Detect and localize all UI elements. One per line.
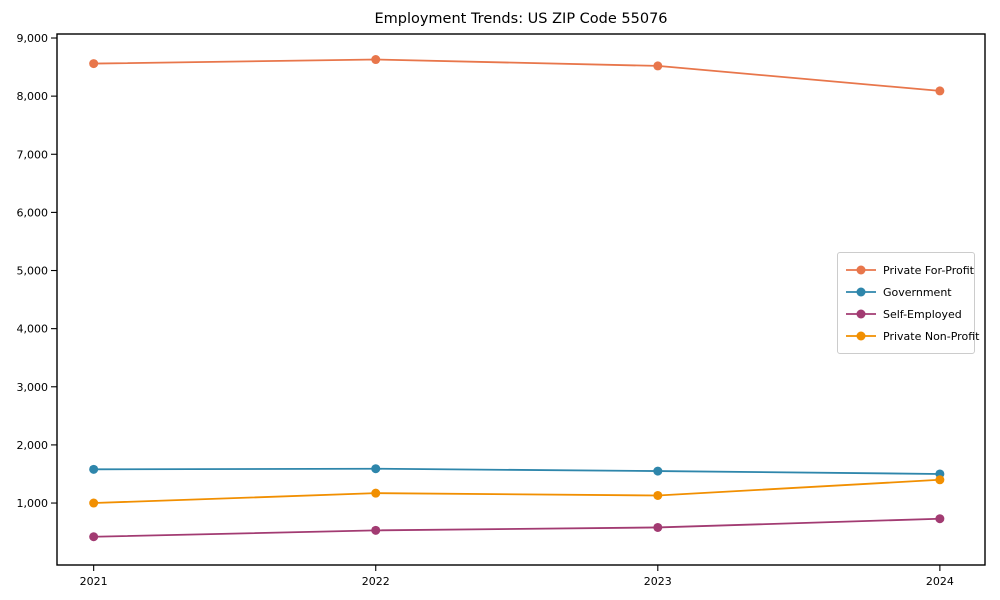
data-point-marker: [935, 86, 945, 96]
y-axis-tick-label: 4,000: [17, 323, 49, 336]
y-axis-tick-label: 9,000: [17, 32, 49, 45]
data-point-marker: [653, 61, 663, 71]
data-point-marker: [371, 488, 381, 498]
legend-marker-icon: [846, 331, 876, 341]
legend-label: Private Non-Profit: [883, 329, 980, 343]
x-axis-tick-label: 2021: [80, 575, 108, 588]
legend-row: Private For-Profit: [846, 259, 974, 281]
legend-label: Private For-Profit: [883, 263, 974, 277]
data-point-marker: [935, 514, 945, 524]
axis-frame: [56, 33, 986, 566]
data-point-marker: [371, 464, 381, 474]
data-point-marker: [371, 525, 381, 535]
legend-row: Self-Employed: [846, 303, 966, 325]
data-point-marker: [371, 55, 381, 65]
data-point-marker: [89, 498, 99, 508]
y-axis-tick-label: 5,000: [17, 265, 49, 278]
legend-marker-icon: [846, 309, 876, 319]
y-axis-tick-label: 7,000: [17, 148, 49, 161]
y-axis-tick-label: 8,000: [17, 90, 49, 103]
legend-box: Private For-Profit Government Self-Employe…: [837, 252, 979, 354]
data-point-marker: [89, 59, 99, 69]
x-axis-tick-label: 2023: [644, 575, 672, 588]
data-point-marker: [653, 522, 663, 532]
x-axis-tick-label: 2024: [926, 575, 954, 588]
series-line: [93, 467, 940, 475]
x-axis-tick-label: 2022: [362, 575, 390, 588]
y-axis-tick-label: 6,000: [17, 206, 49, 219]
data-point-marker: [653, 466, 663, 476]
chart-title: Employment Trends: US ZIP Code 55076: [374, 11, 668, 27]
data-point-marker: [935, 475, 945, 485]
y-axis-tick-label: 1,000: [17, 497, 49, 510]
series-line: [93, 58, 940, 92]
series-line: [93, 517, 940, 538]
data-point-marker: [89, 464, 99, 474]
legend-row: Private Non-Profit: [846, 325, 979, 347]
legend-label: Self-Employed: [883, 307, 962, 321]
data-point-marker: [653, 490, 663, 500]
data-point-marker: [89, 532, 99, 542]
y-axis-tick-label: 2,000: [17, 439, 49, 452]
legend-marker-icon: [846, 287, 876, 297]
legend-marker-icon: [846, 265, 876, 275]
legend-row: Government: [846, 281, 966, 303]
legend-label: Government: [883, 285, 952, 299]
y-axis-tick-label: 3,000: [17, 381, 49, 394]
series-line: [93, 478, 940, 504]
